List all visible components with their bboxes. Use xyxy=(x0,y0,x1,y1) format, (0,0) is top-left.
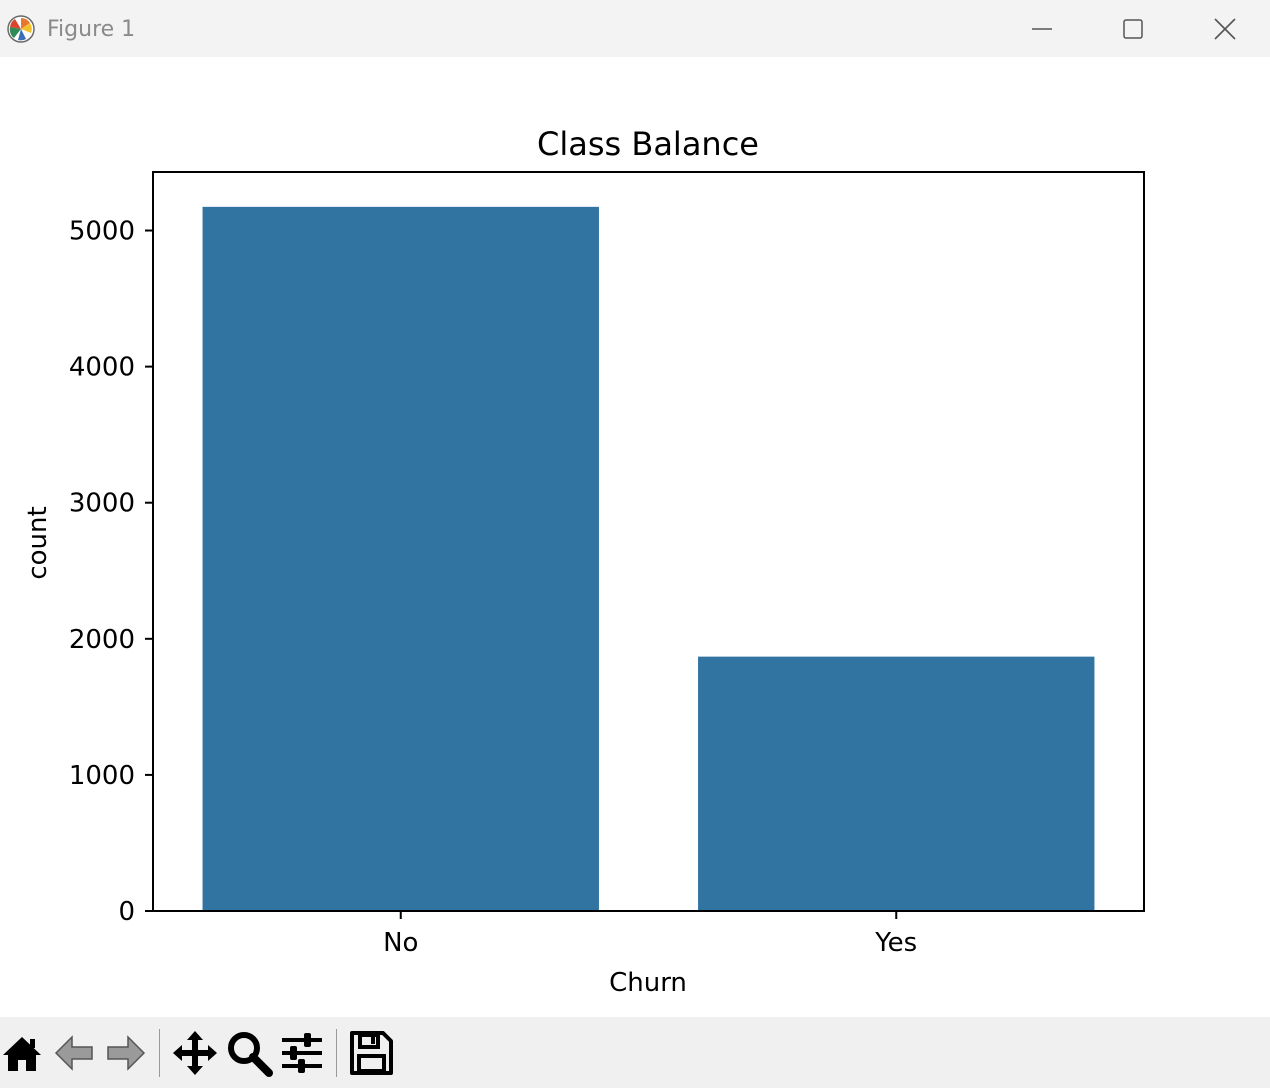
y-tick-label: 3000 xyxy=(69,489,135,519)
x-axis-label: Churn xyxy=(609,968,687,998)
configure-subplots-button[interactable] xyxy=(278,1029,326,1077)
toolbar-separator xyxy=(159,1029,160,1077)
x-axis-ticks: No Yes xyxy=(383,911,917,958)
bar-yes xyxy=(698,656,1095,911)
bar-no xyxy=(202,206,599,911)
back-button[interactable] xyxy=(50,1029,98,1077)
home-button[interactable] xyxy=(0,1029,46,1077)
window-title: Figure 1 xyxy=(47,17,136,42)
matplotlib-logo-icon xyxy=(6,14,36,44)
y-tick-label: 2000 xyxy=(69,625,135,655)
y-tick-label: 5000 xyxy=(69,217,135,247)
zoom-button[interactable] xyxy=(225,1029,273,1077)
save-icon xyxy=(350,1031,393,1075)
bar-chart: Class Balance 0 1000 2000 3000 4000 5000 No Ye… xyxy=(23,125,1145,998)
minimize-icon xyxy=(1032,27,1052,30)
close-button[interactable] xyxy=(1180,0,1270,57)
x-tick-label: Yes xyxy=(874,928,917,958)
toolbar-separator xyxy=(336,1029,337,1077)
y-tick-label: 4000 xyxy=(69,353,135,383)
chart-title: Class Balance xyxy=(537,125,759,163)
forward-arrow-icon xyxy=(107,1035,146,1071)
pan-icon xyxy=(173,1031,217,1075)
zoom-icon xyxy=(228,1032,273,1077)
bars-group xyxy=(202,206,1095,911)
y-axis-ticks: 0 1000 2000 3000 4000 5000 xyxy=(69,217,153,927)
back-arrow-icon xyxy=(54,1035,93,1071)
figure-canvas[interactable]: Class Balance 0 1000 2000 3000 4000 5000 No Ye… xyxy=(0,57,1270,1017)
plot-area-frame xyxy=(152,171,1145,912)
x-tick-label: No xyxy=(383,928,418,958)
y-tick-label: 0 xyxy=(118,897,135,927)
home-icon xyxy=(3,1037,41,1071)
maximize-button[interactable] xyxy=(1088,0,1178,57)
y-axis-label: count xyxy=(23,506,53,579)
maximize-icon xyxy=(1123,18,1143,39)
configure-subplots-icon xyxy=(282,1033,322,1073)
pan-button[interactable] xyxy=(171,1029,219,1077)
title-bar[interactable]: Figure 1 xyxy=(0,0,1270,57)
navigation-toolbar xyxy=(0,1017,1270,1088)
close-icon xyxy=(1214,17,1236,40)
save-button[interactable] xyxy=(347,1029,395,1077)
y-tick-label: 1000 xyxy=(69,761,135,791)
forward-button[interactable] xyxy=(102,1029,150,1077)
minimize-button[interactable] xyxy=(997,0,1087,57)
